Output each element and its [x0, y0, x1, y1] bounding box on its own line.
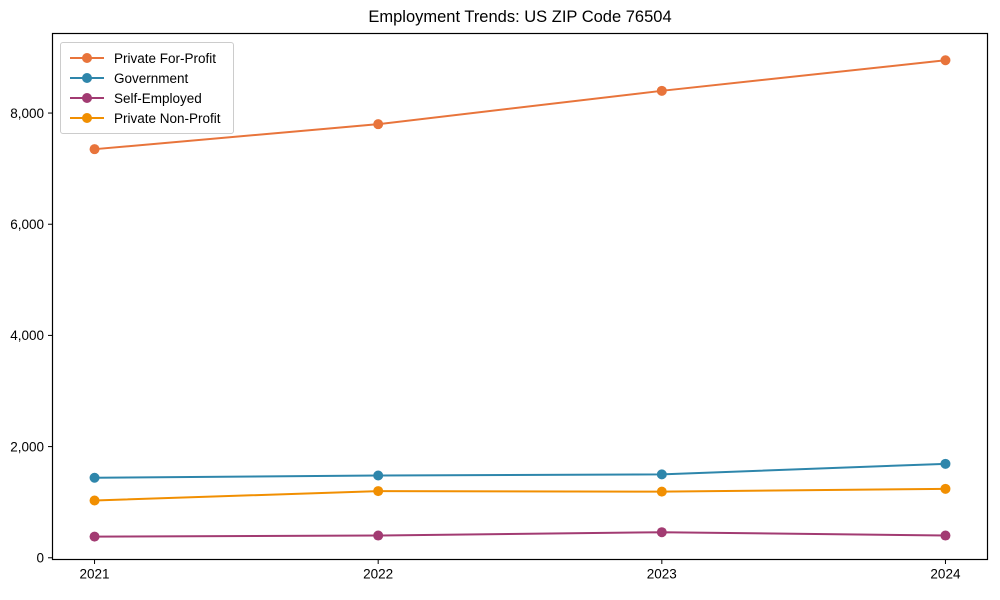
legend-label-private-non-profit: Private Non-Profit [114, 110, 221, 126]
data-point-self-employed-2024 [940, 530, 951, 541]
y-tick-label: 2,000 [10, 439, 44, 454]
legend-swatch-private-for-profit [70, 53, 104, 63]
data-point-private-non-profit-2022 [373, 486, 384, 497]
chart-title: Employment Trends: US ZIP Code 76504 [368, 8, 672, 26]
x-tick-label: 2021 [80, 567, 110, 582]
data-point-private-for-profit-2023 [656, 85, 667, 96]
y-tick-label: 6,000 [10, 217, 44, 232]
legend-item-private-non-profit: Private Non-Profit [69, 108, 221, 128]
legend-label-self-employed: Self-Employed [114, 90, 202, 106]
legend-item-government: Government [69, 68, 221, 88]
data-point-government-2023 [656, 469, 667, 480]
data-point-private-non-profit-2024 [940, 483, 951, 494]
series-line-private-for-profit [93, 59, 947, 151]
plot-frame [51, 32, 989, 561]
data-point-private-non-profit-2021 [89, 495, 100, 506]
x-tick-label: 2023 [647, 567, 677, 582]
legend-swatch-self-employed [70, 93, 104, 103]
data-point-private-for-profit-2024 [940, 55, 951, 66]
series-line-government [93, 462, 947, 479]
data-point-self-employed-2021 [89, 531, 100, 542]
legend-label-government: Government [114, 70, 189, 86]
x-tick-label: 2022 [363, 567, 393, 582]
legend-item-private-for-profit: Private For-Profit [69, 48, 221, 68]
data-point-private-for-profit-2022 [373, 119, 384, 130]
legend-label-private-for-profit: Private For-Profit [114, 50, 217, 66]
x-tick-label: 2024 [930, 567, 961, 582]
y-tick-label: 0 [36, 550, 44, 565]
legend: Private For-Profit Government Self-Employe… [60, 42, 234, 134]
series-line-private-non-profit [93, 487, 947, 502]
data-point-self-employed-2023 [656, 527, 667, 538]
series-line-self-employed [93, 531, 947, 538]
data-point-private-non-profit-2023 [656, 486, 667, 497]
data-point-government-2021 [89, 472, 100, 483]
data-point-government-2022 [373, 470, 384, 481]
data-point-private-for-profit-2021 [89, 144, 100, 155]
y-tick-label: 8,000 [10, 106, 44, 121]
data-point-government-2024 [940, 458, 951, 469]
legend-swatch-government [70, 73, 104, 83]
legend-item-self-employed: Self-Employed [69, 88, 221, 108]
data-point-self-employed-2022 [373, 530, 384, 541]
y-tick-label: 4,000 [10, 328, 44, 343]
legend-swatch-private-non-profit [70, 113, 104, 123]
